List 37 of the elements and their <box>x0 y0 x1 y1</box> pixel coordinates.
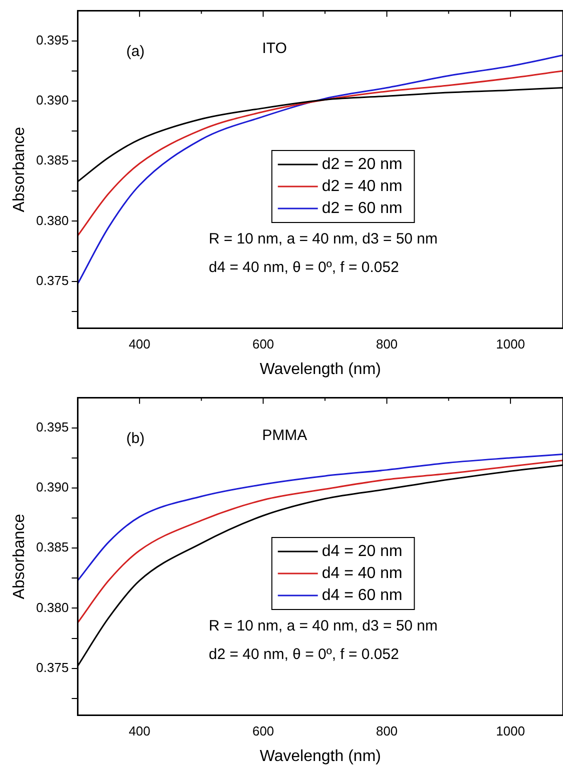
x-tick-label: 600 <box>252 724 274 739</box>
annotation: R = 10 nm, a = 40 nm, d3 = 50 nm <box>208 617 438 634</box>
y-axis-title: Absorbance <box>11 126 28 212</box>
y-tick-label: 0.380 <box>36 600 69 615</box>
y-tick-label: 0.390 <box>36 480 69 495</box>
legend-label: d2 = 60 nm <box>322 200 402 217</box>
y-tick-label: 0.385 <box>36 540 69 555</box>
annotation: R = 10 nm, a = 40 nm, d3 = 50 nm <box>208 230 438 248</box>
x-tick-label: 1000 <box>496 336 525 352</box>
x-tick-label: 400 <box>128 724 150 739</box>
y-tick-label: 0.375 <box>36 660 69 675</box>
annotation: d2 = 40 nm, θ = 0º, f = 0.052 <box>208 646 399 664</box>
x-axis-title: Wavelength (nm) <box>260 748 381 765</box>
legend-label: d4 = 20 nm <box>322 542 402 560</box>
y-tick-label: 0.390 <box>36 92 69 108</box>
line-series <box>76 454 563 582</box>
legend-label: d2 = 40 nm <box>322 178 402 195</box>
annotation: ITO <box>262 40 287 58</box>
legend-label: d4 = 40 nm <box>322 564 402 582</box>
y-tick-label: 0.395 <box>36 32 69 48</box>
y-tick-label: 0.395 <box>36 419 69 434</box>
x-tick-label: 800 <box>376 724 398 739</box>
annotation: (a) <box>126 43 145 60</box>
legend-label: d4 = 60 nm <box>322 586 402 604</box>
annotation: PMMA <box>262 427 308 444</box>
y-tick-label: 0.385 <box>36 152 69 168</box>
y-tick-label: 0.375 <box>36 272 69 288</box>
x-tick-label: 400 <box>128 336 150 352</box>
legend-label: d2 = 20 nm <box>322 156 402 173</box>
annotation: d4 = 40 nm, θ = 0º, f = 0.052 <box>208 259 399 276</box>
x-axis-title: Wavelength (nm) <box>260 360 381 378</box>
x-tick-label: 600 <box>252 336 274 352</box>
x-tick-label: 800 <box>376 336 398 352</box>
y-axis-title: Absorbance <box>11 514 28 600</box>
x-tick-label: 1000 <box>496 724 525 739</box>
y-tick-label: 0.380 <box>36 212 69 228</box>
annotation: (b) <box>126 430 145 448</box>
